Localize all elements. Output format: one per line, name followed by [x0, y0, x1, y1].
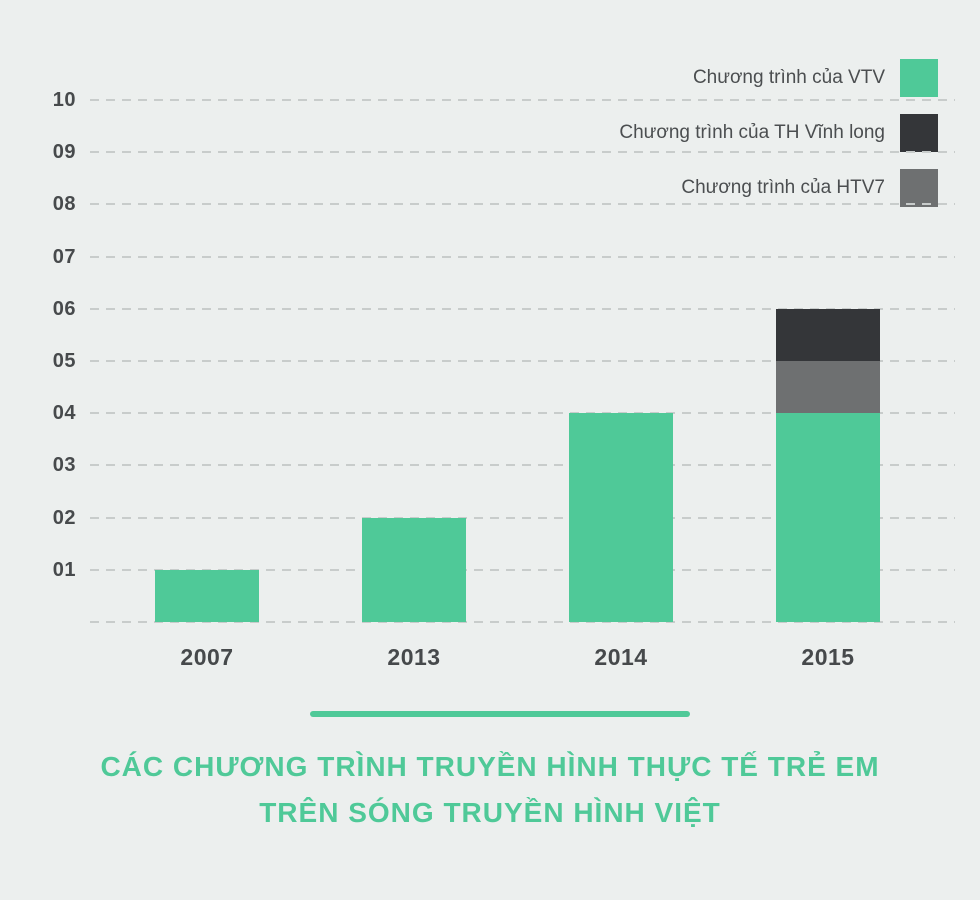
- bar-2013: [362, 517, 466, 622]
- gridline: [90, 464, 955, 467]
- legend: Chương trình của VTV Chương trình của TH …: [619, 59, 938, 207]
- gridline: [90, 360, 955, 362]
- legend-swatch-vtv: [900, 59, 938, 97]
- y-tick-label: 07: [52, 245, 76, 268]
- y-tick-label: 02: [52, 506, 76, 529]
- chart-title: CÁC CHƯƠNG TRÌNH TRUYỀN HÌNH THỰC TẾ TRẺ…: [0, 744, 980, 836]
- y-tick-label: 06: [52, 297, 76, 320]
- y-tick-label: 08: [52, 193, 76, 216]
- gridline: [90, 99, 955, 101]
- gridline: [90, 568, 955, 571]
- bar-segment-vtv: [155, 569, 259, 622]
- legend-item-th-vinh-long: Chương trình của TH Vĩnh long: [619, 114, 938, 152]
- gridline: [90, 255, 955, 258]
- x-axis: 2007 2013 2014 2015: [90, 644, 955, 678]
- gridline: [90, 621, 955, 623]
- y-tick-label: 03: [52, 454, 76, 477]
- x-tick-label-2014: 2014: [594, 644, 648, 670]
- bar-2007: [155, 569, 259, 622]
- bar-segment-vtv: [776, 413, 880, 622]
- gridline: [90, 307, 955, 310]
- legend-label-htv7: Chương trình của HTV7: [681, 177, 885, 198]
- legend-item-htv7: Chương trình của HTV7: [681, 169, 938, 207]
- bar-2015: [776, 308, 880, 622]
- chart-title-line-2: TRÊN SÓNG TRUYỀN HÌNH VIỆT: [259, 797, 721, 828]
- x-tick-label-2013: 2013: [387, 644, 441, 670]
- x-tick-label-2015: 2015: [801, 644, 855, 670]
- bar-2014: [569, 413, 673, 622]
- bar-segment-htv7: [776, 361, 880, 414]
- title-underline: [310, 711, 690, 717]
- y-tick-label: 01: [52, 558, 76, 581]
- plot-area: [90, 99, 955, 623]
- gridline: [90, 151, 955, 154]
- y-tick-label: 09: [52, 141, 76, 164]
- bar-segment-th-vinh-long: [776, 308, 880, 362]
- legend-label-th-vinh-long: Chương trình của TH Vĩnh long: [619, 122, 885, 143]
- chart-title-line-1: CÁC CHƯƠNG TRÌNH TRUYỀN HÌNH THỰC TẾ TRẺ…: [100, 751, 880, 782]
- x-tick-label-2007: 2007: [180, 644, 234, 670]
- gridline: [90, 203, 955, 206]
- gridline: [90, 516, 955, 519]
- legend-item-vtv: Chương trình của VTV: [693, 59, 938, 97]
- legend-swatch-th-vinh-long: [900, 114, 938, 152]
- legend-swatch-htv7: [900, 169, 938, 207]
- y-tick-label: 04: [52, 402, 76, 425]
- bar-segment-vtv: [362, 517, 466, 622]
- legend-label-vtv: Chương trình của VTV: [692, 67, 885, 88]
- bar-segment-vtv: [569, 413, 673, 622]
- y-axis: 10 09 08 07 06 05 04 03 02 01: [0, 89, 76, 622]
- y-tick-label: 10: [52, 89, 76, 111]
- y-tick-label: 05: [52, 350, 76, 372]
- gridline: [90, 412, 955, 415]
